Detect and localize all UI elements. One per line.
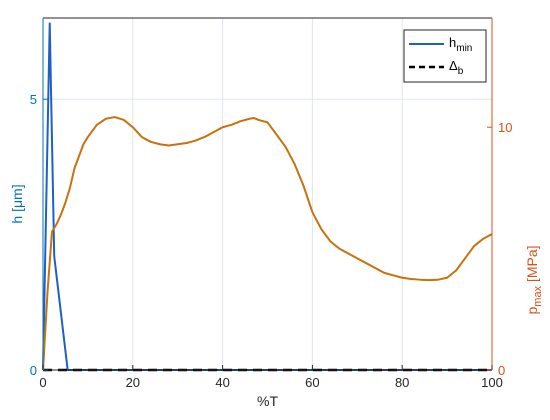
y-left-tick-label: 0 [30,363,37,378]
x-tick-label: 40 [215,375,229,390]
legend-delta-b-main: Δ [449,58,458,73]
y-right-axis-label: pmax [MPa] [524,245,544,314]
legend: hmin Δb [403,29,487,83]
y-left-axis-label: h [μm] [9,184,25,223]
y-right-label-main: p [524,307,540,315]
y-right-label-unit-text: [MPa] [524,245,540,282]
axes-frame [42,17,493,371]
legend-h-min-sub: min [456,43,472,54]
grid-lines [43,18,492,370]
legend-entry-delta-b: Δb [449,58,464,77]
x-tick-label: 100 [481,375,503,390]
legend-delta-b-sub: b [458,66,464,77]
x-tick-label: 20 [126,375,140,390]
series-line-p-max [42,116,493,371]
y-right-label-sub: max [532,285,544,306]
x-tick-label: 80 [395,375,409,390]
y-right-tick-label: 10 [498,120,512,135]
y-left-tick-label: 5 [30,92,37,107]
x-tick-label: 0 [39,375,46,390]
x-axis-label: %T [257,393,278,409]
legend-entry-h-min: hmin [449,35,472,54]
x-tick-label: 60 [305,375,319,390]
y-right-tick-label: 0 [498,363,505,378]
legend-box [403,29,487,83]
legend-h-min-main: h [449,35,456,50]
